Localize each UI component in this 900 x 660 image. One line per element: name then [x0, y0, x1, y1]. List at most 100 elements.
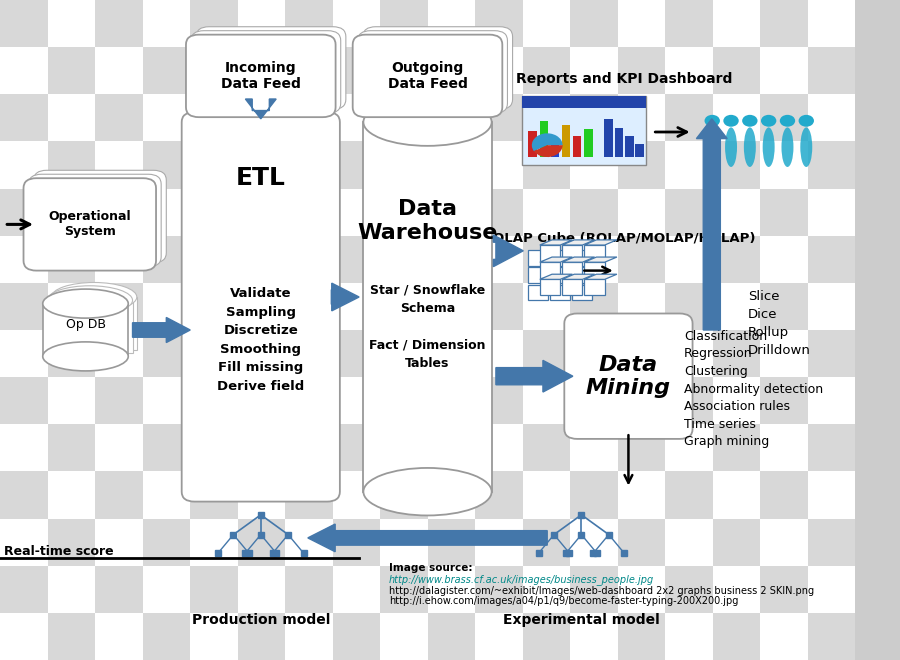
Bar [332, 141, 380, 189]
Bar [142, 236, 190, 283]
Bar [190, 283, 238, 330]
Bar [95, 566, 142, 613]
Bar [48, 613, 95, 660]
Text: Star / Snowflake
Schema

Fact / Dimension
Tables: Star / Snowflake Schema Fact / Dimension… [369, 283, 486, 370]
Bar [562, 262, 582, 278]
Bar [522, 96, 645, 108]
Bar [95, 94, 142, 141]
Bar [617, 519, 665, 566]
Bar [570, 471, 617, 519]
Bar [332, 283, 380, 330]
FancyBboxPatch shape [29, 174, 161, 267]
Text: Incoming
Data Feed: Incoming Data Feed [220, 61, 301, 91]
Bar [48, 330, 95, 377]
Polygon shape [562, 240, 595, 245]
Bar [760, 613, 807, 660]
Bar [713, 47, 760, 94]
Bar [428, 189, 475, 236]
Bar [625, 136, 634, 157]
Bar [380, 0, 428, 47]
Bar [522, 96, 645, 165]
Bar [48, 0, 95, 47]
Bar [475, 613, 523, 660]
Bar [0, 566, 48, 613]
Bar [475, 141, 523, 189]
Bar [238, 330, 285, 377]
Text: ETL: ETL [236, 166, 285, 190]
Bar [713, 519, 760, 566]
Bar [95, 0, 142, 47]
Bar [523, 189, 570, 236]
Bar [48, 377, 95, 424]
Bar [285, 613, 332, 660]
Bar [550, 284, 571, 300]
Bar [665, 471, 713, 519]
Bar [562, 125, 571, 157]
Bar [550, 267, 571, 283]
Bar [713, 471, 760, 519]
Bar [95, 283, 142, 330]
Bar [95, 236, 142, 283]
Bar [807, 236, 855, 283]
FancyBboxPatch shape [23, 178, 156, 271]
Bar [807, 377, 855, 424]
Bar [572, 267, 592, 283]
Bar [0, 94, 48, 141]
Bar [285, 519, 332, 566]
Bar [238, 47, 285, 94]
Bar [570, 613, 617, 660]
Bar [238, 424, 285, 471]
Bar [0, 613, 48, 660]
Bar [190, 94, 238, 141]
Bar [475, 0, 523, 47]
Bar [238, 0, 285, 47]
Bar [428, 471, 475, 519]
Bar [95, 519, 142, 566]
Bar [713, 330, 760, 377]
Bar [584, 262, 605, 278]
Polygon shape [562, 257, 595, 262]
Polygon shape [697, 119, 727, 330]
Bar [617, 0, 665, 47]
Bar [48, 519, 95, 566]
Bar [332, 47, 380, 94]
Bar [475, 471, 523, 519]
Bar [142, 330, 190, 377]
Bar [570, 519, 617, 566]
Bar [807, 471, 855, 519]
Bar [142, 0, 190, 47]
Bar [570, 236, 617, 283]
Bar [855, 141, 900, 189]
Bar [238, 236, 285, 283]
Circle shape [705, 115, 720, 127]
Bar [760, 0, 807, 47]
Bar [238, 566, 285, 613]
Polygon shape [584, 274, 616, 279]
Bar [713, 141, 760, 189]
Bar [190, 519, 238, 566]
Bar [760, 330, 807, 377]
Bar [855, 471, 900, 519]
Polygon shape [562, 274, 595, 279]
Bar [285, 330, 332, 377]
Bar [0, 189, 48, 236]
Bar [285, 94, 332, 141]
Text: http://www.brass.cf.ac.uk/images/business_people.jpg: http://www.brass.cf.ac.uk/images/busines… [389, 574, 654, 585]
Bar [523, 47, 570, 94]
Bar [665, 424, 713, 471]
Ellipse shape [725, 127, 737, 167]
Bar [285, 47, 332, 94]
Bar [48, 141, 95, 189]
Bar [95, 189, 142, 236]
Bar [665, 189, 713, 236]
Bar [713, 424, 760, 471]
Bar [570, 424, 617, 471]
Bar [540, 279, 560, 295]
Polygon shape [308, 524, 547, 552]
Bar [0, 47, 48, 94]
Bar [713, 613, 760, 660]
Bar [539, 121, 548, 157]
Text: http://i.ehow.com/images/a04/p1/q9/become-faster-typing-200X200.jpg: http://i.ehow.com/images/a04/p1/q9/becom… [389, 595, 738, 606]
Bar [617, 283, 665, 330]
Bar [617, 424, 665, 471]
